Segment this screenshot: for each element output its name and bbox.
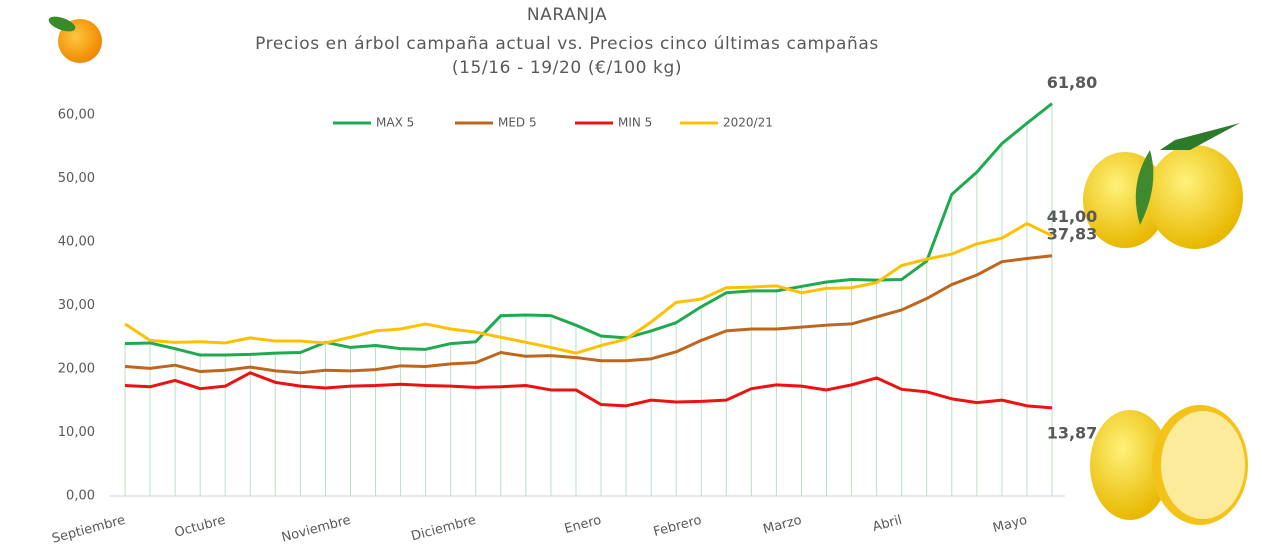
value-label: 13,87 (1047, 423, 1098, 442)
x-tick-label: Abril (871, 513, 904, 535)
x-tick-label: Noviembre (280, 513, 352, 546)
series-line (125, 373, 1052, 408)
y-tick-label: 10,00 (58, 425, 95, 440)
value-label: 61,80 (1047, 73, 1098, 92)
series-line (125, 104, 1052, 355)
legend-label: MIN 5 (618, 116, 652, 130)
orange-icon (47, 14, 102, 63)
y-tick-label: 40,00 (58, 235, 95, 250)
series-line (125, 224, 1052, 354)
x-tick-label: Diciembre (410, 513, 478, 545)
chart-subtitle: (15/16 - 19/20 (€/100 kg) (452, 58, 682, 78)
value-label: 41,00 (1047, 207, 1098, 226)
legend-label: MED 5 (498, 116, 537, 130)
y-tick-label: 20,00 (58, 362, 95, 377)
chart: NARANJA Precios en árbol campaña actual … (0, 0, 1262, 550)
series-line (125, 256, 1052, 373)
y-tick-label: 30,00 (58, 298, 95, 313)
y-tick-label: 0,00 (66, 489, 95, 504)
x-tick-label: Septiembre (50, 513, 127, 547)
lemon-image (1083, 123, 1243, 249)
y-tick-label: 50,00 (58, 171, 95, 186)
legend-label: 2020/21 (723, 116, 773, 130)
chart-title: NARANJA (527, 5, 607, 25)
x-tick-label: Enero (563, 513, 603, 537)
y-tick-label: 60,00 (58, 108, 95, 123)
grapefruit-image (1090, 405, 1248, 525)
x-tick-label: Febrero (652, 513, 703, 540)
x-tick-label: Mayo (991, 513, 1029, 537)
x-tick-label: Octubre (173, 513, 227, 541)
value-label: 37,83 (1047, 224, 1098, 243)
x-tick-label: Marzo (762, 513, 804, 538)
chart-subtitle: Precios en árbol campaña actual vs. Prec… (255, 34, 879, 54)
legend-label: MAX 5 (376, 116, 414, 130)
